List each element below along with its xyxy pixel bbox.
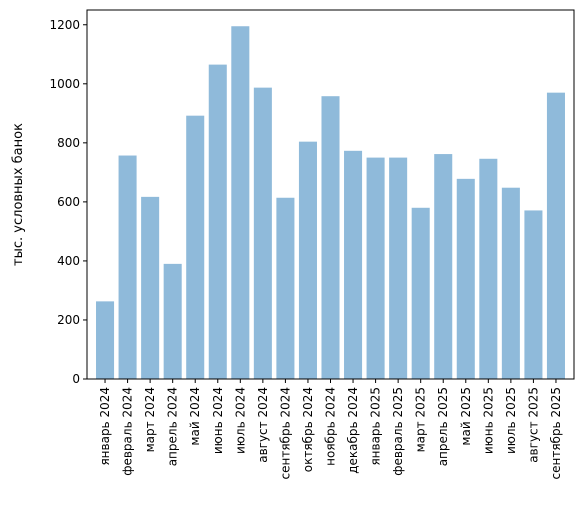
x-tick-label: август 2024 [256, 387, 270, 463]
bar [366, 157, 385, 379]
y-axis: 0 200 400 600 800 1000 1200 [49, 18, 87, 386]
x-tick-label: август 2025 [526, 387, 540, 463]
y-tick-label: 1200 [49, 18, 80, 32]
x-tick-label: февраль 2025 [391, 387, 405, 476]
y-tick-label: 400 [57, 254, 80, 268]
x-tick-label: сентябрь 2024 [278, 387, 292, 479]
x-tick-label: май 2024 [188, 387, 202, 446]
bar [501, 187, 520, 379]
x-tick-label: декабрь 2024 [346, 387, 360, 474]
x-tick-label: июнь 2025 [481, 387, 495, 454]
x-tick-label: март 2024 [143, 387, 157, 452]
x-tick-label: ноябрь 2024 [324, 387, 338, 466]
bar [276, 197, 295, 379]
y-tick-label: 1000 [49, 77, 80, 91]
bar [231, 26, 250, 380]
y-tick-label: 0 [72, 372, 80, 386]
bar [546, 92, 565, 379]
bar [456, 178, 475, 379]
bar [524, 210, 543, 379]
bar [479, 158, 498, 379]
bar [298, 141, 317, 379]
x-tick-label: июнь 2024 [211, 387, 225, 454]
y-tick-label: 800 [57, 136, 80, 150]
bar [186, 115, 205, 380]
x-tick-label: март 2025 [414, 387, 428, 452]
bar [434, 154, 453, 379]
x-tick-label: июль 2025 [504, 387, 518, 454]
bars-group [96, 26, 565, 380]
x-tick-label: сентябрь 2025 [549, 387, 563, 479]
x-tick-label: май 2025 [459, 387, 473, 446]
bar [389, 157, 408, 379]
bar [411, 207, 430, 379]
y-tick-label: 200 [57, 313, 80, 327]
bar [253, 87, 272, 379]
x-tick-label: апрель 2025 [436, 387, 450, 466]
bar [163, 263, 182, 379]
bar [118, 155, 137, 379]
y-tick-label: 600 [57, 195, 80, 209]
plot-frame [86, 9, 575, 380]
x-tick-label: январь 2025 [369, 387, 383, 466]
x-tick-label: июль 2024 [233, 387, 247, 454]
x-axis: январь 2024 февраль 2024 март 2024 апрель 2… [98, 379, 563, 479]
bar [344, 150, 363, 379]
bar [321, 96, 340, 379]
bar [141, 196, 160, 379]
bar [96, 301, 115, 379]
y-axis-label: тыс. условных банок [11, 123, 26, 266]
x-tick-label: январь 2024 [98, 387, 112, 466]
bar [208, 64, 227, 380]
x-tick-label: апрель 2024 [166, 387, 180, 466]
x-tick-label: октябрь 2024 [301, 387, 315, 472]
x-tick-label: февраль 2024 [121, 387, 135, 476]
